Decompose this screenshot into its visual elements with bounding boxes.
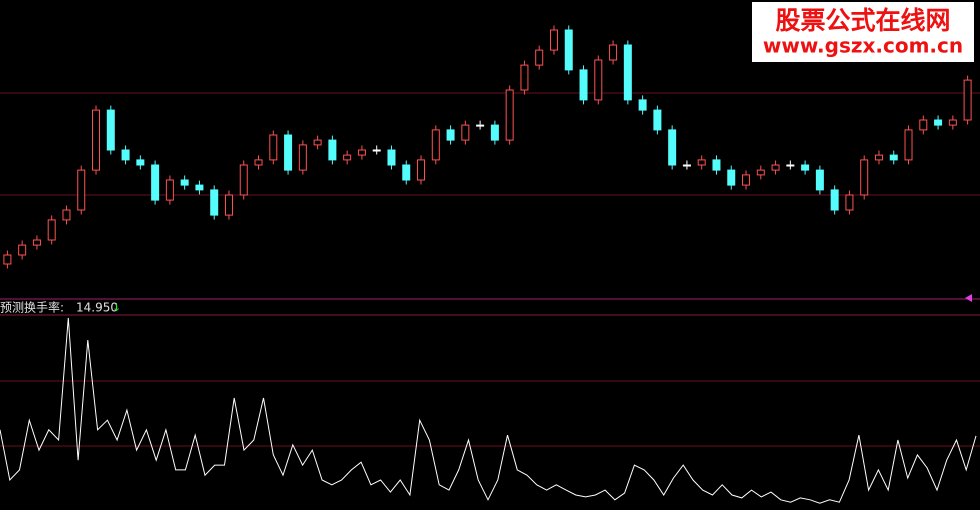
candle-body [594,59,603,101]
candle-body [402,164,411,181]
candle-body [904,129,913,161]
candle-body [343,154,352,161]
indicator-value: 14.950 [76,301,118,315]
candle-body [298,144,307,171]
candle-body [889,154,898,161]
candle-body [609,44,618,61]
candle-body [32,239,41,246]
candle-body [313,139,322,146]
candle-body [756,169,765,176]
candle-body [195,184,204,191]
candle-body [328,139,337,161]
candle-body [771,164,780,171]
candle-body [786,164,795,167]
candle-body [490,124,499,141]
candle-body [446,129,455,141]
candle-body [3,254,12,265]
candle-body [520,64,529,91]
candle-body [638,99,647,111]
watermark-title: 股票公式在线网 [775,6,950,35]
candle-body [357,149,366,156]
candle-body [874,154,883,161]
watermark-url: www.gszx.com.cn [763,34,963,58]
candle-body [92,109,101,171]
candle-body [712,159,721,171]
marker [965,294,972,302]
candle-body [815,169,824,191]
candle-body [210,189,219,216]
candle-body [505,89,514,141]
candle-body [579,69,588,101]
candle-body [417,159,426,181]
candle-body [461,124,470,141]
candle-body [653,109,662,131]
candle-body [564,29,573,71]
candle-body [180,179,189,186]
candle-body [136,159,145,166]
candle-body [224,194,233,216]
candle-body [431,129,440,161]
candle-body [948,119,957,126]
candle-body [668,129,677,166]
candle-body [549,29,558,51]
candle-body [106,109,115,151]
candle-body [387,149,396,166]
candle-body [845,194,854,211]
candle-body [623,44,632,101]
candle-body [151,164,160,201]
candle-body [742,174,751,186]
candle-body [121,149,130,161]
candle-body [284,134,293,171]
indicator-line [0,317,977,504]
candle-body [860,159,869,196]
line-group [0,317,977,504]
candle-body [934,119,943,126]
candle-body [697,159,706,166]
candle-body [535,49,544,66]
candle-body [682,164,691,167]
candle-body [77,169,86,211]
indicator-label: 预测换手率: [0,300,64,315]
candle-body [727,169,736,186]
candle-body [165,179,174,201]
candle-body [62,209,71,221]
watermark-box [752,2,974,62]
candle-body [254,159,263,166]
candle-body [239,164,248,196]
candle-body [47,219,56,241]
candle-body [18,244,27,256]
candle-body [830,189,839,211]
candle-body [269,134,278,161]
candle-group [3,25,972,269]
candle-body [476,124,485,127]
candle-body [372,149,381,152]
arrow: ↓ [112,301,121,314]
candle-body [801,164,810,171]
candle-body [919,119,928,131]
candle-body [963,79,972,121]
